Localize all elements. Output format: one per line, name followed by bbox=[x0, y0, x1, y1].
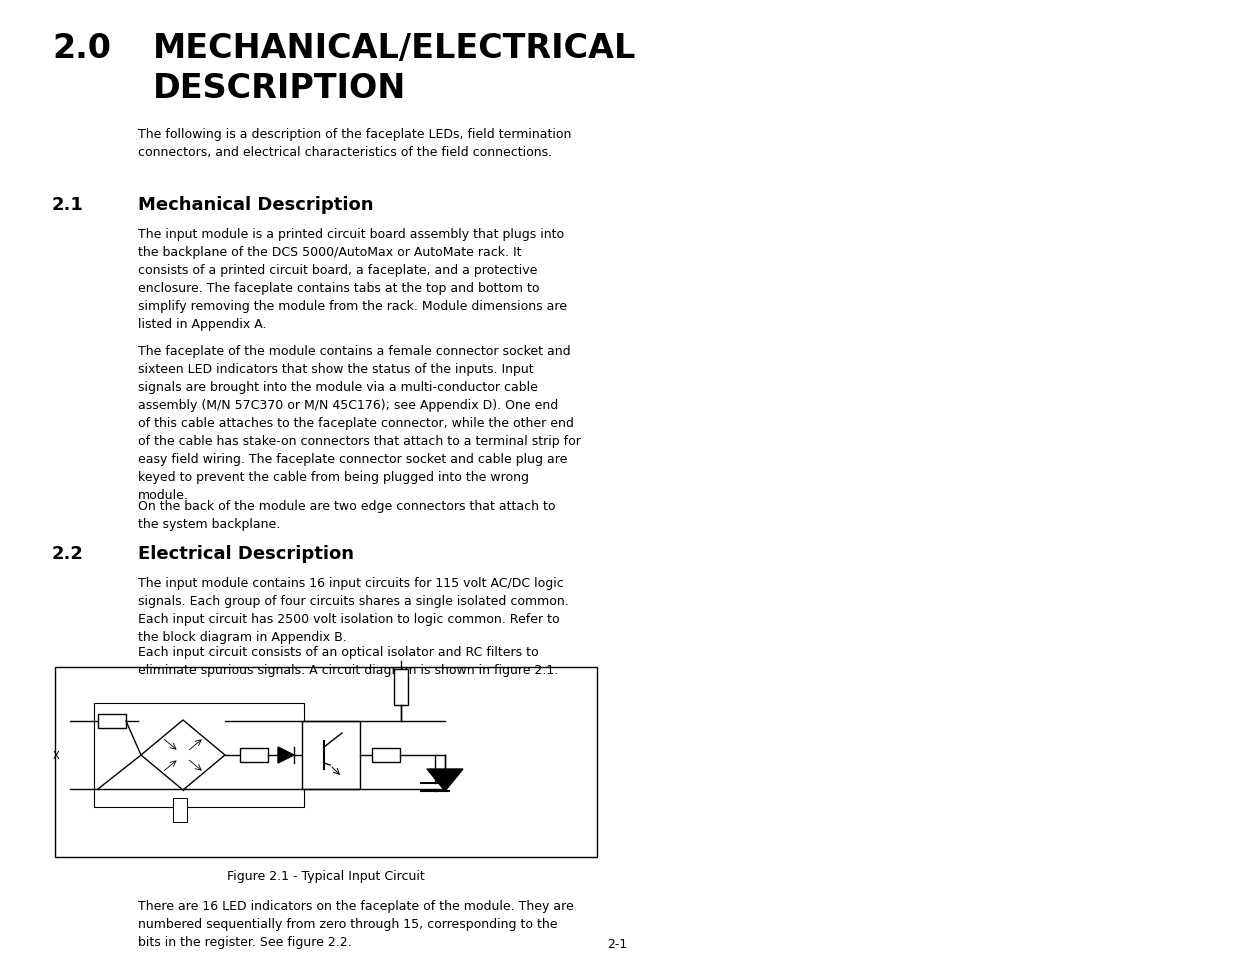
Bar bbox=[372, 748, 400, 762]
Text: 2-1: 2-1 bbox=[606, 937, 627, 950]
Text: Each input circuit consists of an optical isolator and RC filters to
eliminate s: Each input circuit consists of an optica… bbox=[138, 645, 558, 677]
Bar bbox=[56, 667, 597, 857]
Text: Mechanical Description: Mechanical Description bbox=[138, 195, 373, 213]
Text: There are 16 LED indicators on the faceplate of the module. They are
numbered se: There are 16 LED indicators on the facep… bbox=[138, 899, 574, 948]
Polygon shape bbox=[427, 769, 463, 791]
Text: 2.0: 2.0 bbox=[52, 32, 111, 65]
Text: MECHANICAL/ELECTRICAL
DESCRIPTION: MECHANICAL/ELECTRICAL DESCRIPTION bbox=[153, 32, 636, 105]
Bar bbox=[173, 799, 186, 822]
Bar bbox=[240, 748, 268, 762]
Bar bbox=[394, 669, 408, 705]
Text: X: X bbox=[53, 750, 59, 760]
Text: The input module is a printed circuit board assembly that plugs into
the backpla: The input module is a printed circuit bo… bbox=[138, 228, 567, 331]
Text: 2.2: 2.2 bbox=[52, 544, 84, 562]
Text: Electrical Description: Electrical Description bbox=[138, 544, 354, 562]
Text: The following is a description of the faceplate LEDs, field termination
connecto: The following is a description of the fa… bbox=[138, 128, 572, 159]
Text: The input module contains 16 input circuits for 115 volt AC/DC logic
signals. Ea: The input module contains 16 input circu… bbox=[138, 577, 569, 643]
Polygon shape bbox=[278, 747, 294, 763]
Bar bbox=[94, 703, 304, 807]
Text: Figure 2.1 - Typical Input Circuit: Figure 2.1 - Typical Input Circuit bbox=[227, 869, 425, 882]
Text: On the back of the module are two edge connectors that attach to
the system back: On the back of the module are two edge c… bbox=[138, 499, 556, 531]
Bar bbox=[303, 721, 359, 789]
Text: 2.1: 2.1 bbox=[52, 195, 84, 213]
Text: The faceplate of the module contains a female connector socket and
sixteen LED i: The faceplate of the module contains a f… bbox=[138, 345, 580, 501]
Bar bbox=[98, 714, 126, 728]
